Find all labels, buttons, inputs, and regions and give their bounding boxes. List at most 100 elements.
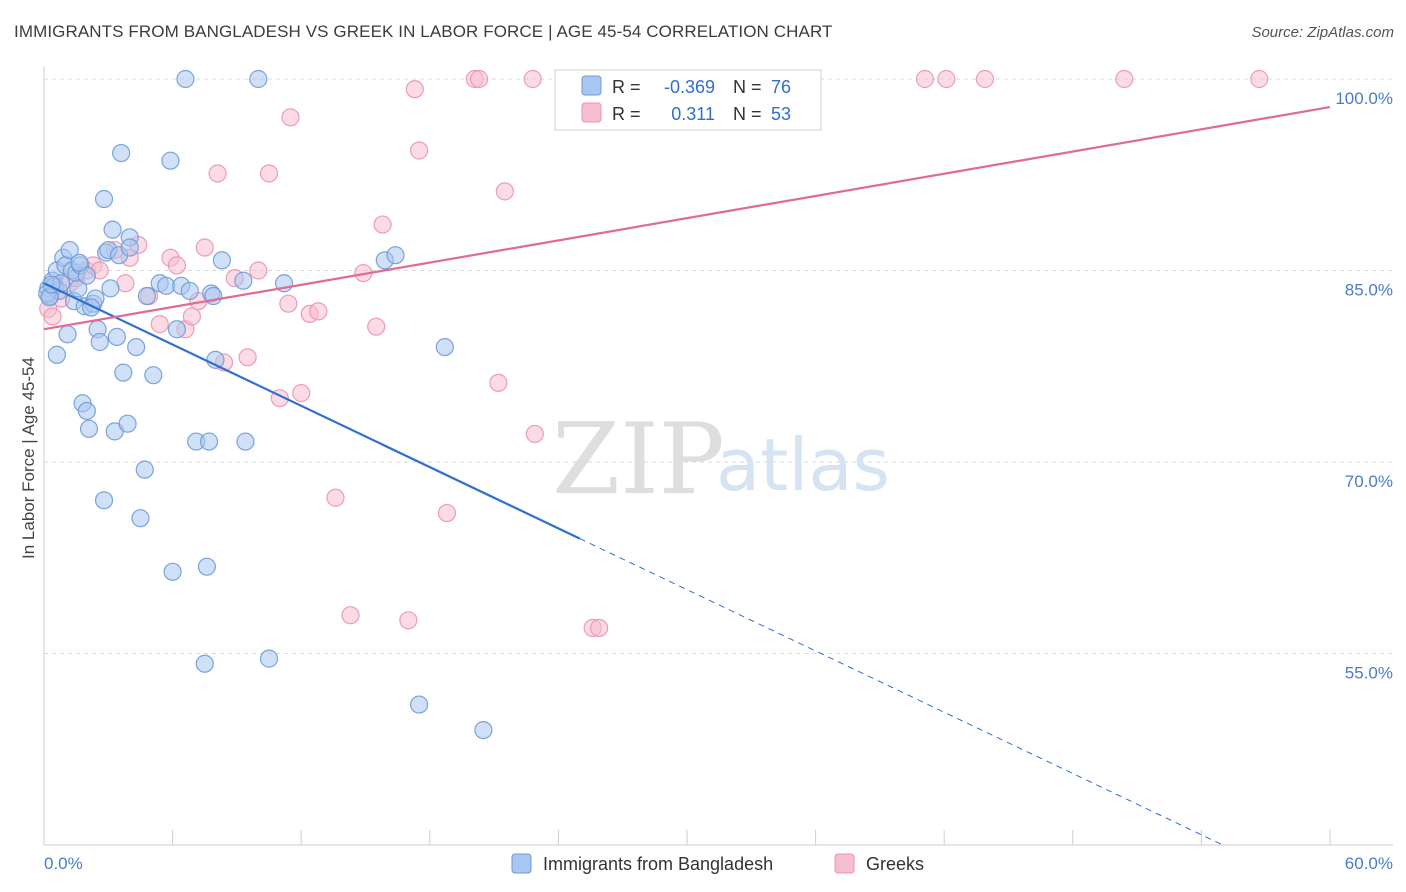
legend-r-value-2: 0.311 (671, 104, 715, 124)
point-greeks-43 (489, 373, 508, 392)
point-bangladesh-25 (90, 332, 109, 352)
y-tick-label-3: 100.0% (1335, 89, 1393, 108)
y-tick-label-1: 70.0% (1345, 472, 1393, 491)
point-bangladesh-56 (199, 432, 219, 451)
point-greeks-35 (367, 317, 386, 336)
y-tick-label-2: 85.0% (1345, 281, 1393, 300)
legend-r-value-1: -0.369 (664, 77, 715, 97)
point-bangladesh-36 (114, 363, 133, 382)
source-label: Source: ZipAtlas.com (1251, 24, 1394, 41)
point-bangladesh-70 (474, 720, 493, 740)
point-greeks-50 (915, 69, 935, 89)
point-bangladesh-42 (135, 460, 154, 479)
point-bangladesh-61 (234, 271, 253, 290)
point-greeks-37 (399, 611, 418, 630)
point-bangladesh-31 (103, 220, 122, 239)
point-bangladesh-40 (127, 338, 146, 357)
bottom-legend-swatch-bangladesh (511, 853, 532, 874)
x-tick-label-max: 60.0% (1345, 854, 1393, 873)
point-bangladesh-33 (107, 327, 126, 346)
point-greeks-31 (309, 302, 328, 321)
series-legend: Immigrants from Bangladesh Greeks (511, 853, 924, 874)
point-greeks-49 (590, 618, 609, 638)
point-bangladesh-63 (249, 69, 268, 89)
legend-swatch-bangladesh (581, 75, 602, 96)
bottom-legend-label-bangladesh: Immigrants from Bangladesh (543, 854, 773, 874)
point-greeks-13 (150, 315, 169, 334)
point-bangladesh-47 (161, 151, 180, 170)
point-greeks-27 (279, 294, 298, 313)
y-tick-labels: 55.0% 70.0% 85.0% 100.0% (1335, 89, 1393, 683)
watermark-zip: ZIP (552, 403, 725, 517)
legend-r-label-2: R = (612, 104, 641, 124)
point-bangladesh-30 (101, 279, 120, 298)
legend-swatch-greeks (581, 102, 602, 123)
point-greeks-1 (43, 307, 62, 326)
point-bangladesh-67 (386, 246, 405, 265)
point-greeks-42 (469, 69, 489, 89)
point-greeks-54 (1250, 69, 1269, 89)
point-bangladesh-55 (197, 557, 216, 576)
point-bangladesh-27 (94, 189, 114, 209)
trend-line-bangladesh (43, 282, 581, 540)
trend-lines (43, 106, 1331, 846)
stats-legend: R = -0.369 N = 76 R = 0.311 N = 53 (554, 69, 822, 131)
point-bangladesh-21 (79, 419, 99, 438)
point-bangladesh-5 (47, 345, 66, 364)
bottom-legend-swatch-greeks (834, 853, 855, 874)
point-greeks-39 (409, 141, 429, 160)
point-bangladesh-62 (236, 432, 255, 451)
point-bangladesh-39 (120, 238, 139, 257)
chart-title: IMMIGRANTS FROM BANGLADESH VS GREEK IN L… (14, 22, 833, 41)
point-bangladesh-37 (118, 414, 137, 433)
point-bangladesh-15 (69, 279, 88, 298)
point-bangladesh-69 (435, 338, 454, 357)
point-bangladesh-54 (195, 654, 214, 673)
point-bangladesh-10 (58, 325, 77, 344)
point-bangladesh-68 (409, 695, 429, 714)
point-greeks-32 (326, 488, 345, 507)
point-greeks-20 (208, 164, 227, 183)
point-bangladesh-74 (70, 253, 89, 272)
legend-r-label-1: R = (612, 77, 641, 97)
legend-n-value-2: 53 (771, 104, 791, 124)
bottom-legend-label-greeks: Greeks (866, 854, 924, 874)
y-axis-label: In Labor Force | Age 45-54 (19, 357, 38, 559)
point-bangladesh-43 (137, 286, 156, 306)
point-greeks-45 (523, 69, 542, 89)
point-greeks-29 (292, 383, 311, 403)
point-bangladesh-26 (94, 491, 114, 510)
watermark-atlas: atlas (716, 423, 890, 507)
point-bangladesh-20 (77, 401, 96, 421)
point-bangladesh-44 (144, 366, 163, 385)
point-bangladesh-41 (131, 509, 150, 528)
legend-n-label-2: N = (733, 104, 762, 124)
point-greeks-23 (238, 348, 257, 367)
point-greeks-33 (341, 606, 360, 625)
point-greeks-46 (525, 424, 544, 444)
point-greeks-28 (281, 108, 300, 127)
point-greeks-38 (405, 80, 424, 99)
point-greeks-25 (259, 164, 279, 183)
legend-n-value-1: 76 (771, 77, 791, 97)
y-tick-label-0: 55.0% (1345, 664, 1393, 683)
trend-line-bangladesh-extension (579, 538, 1224, 846)
point-bangladesh-64 (259, 649, 279, 668)
x-tick-label-min: 0.0% (44, 854, 83, 873)
legend-n-label-1: N = (733, 77, 762, 97)
point-greeks-19 (195, 238, 214, 257)
point-greeks-53 (1115, 69, 1134, 89)
point-bangladesh-49 (167, 320, 186, 339)
point-bangladesh-52 (180, 281, 199, 301)
point-greeks-17 (182, 307, 201, 326)
point-greeks-40 (437, 503, 457, 523)
data-points (38, 69, 1269, 740)
point-bangladesh-60 (212, 251, 231, 270)
point-bangladesh-48 (163, 562, 182, 581)
point-greeks-36 (373, 215, 392, 234)
axes (43, 66, 1393, 846)
point-bangladesh-35 (112, 143, 131, 163)
point-greeks-24 (249, 261, 268, 280)
point-bangladesh-11 (60, 240, 79, 260)
